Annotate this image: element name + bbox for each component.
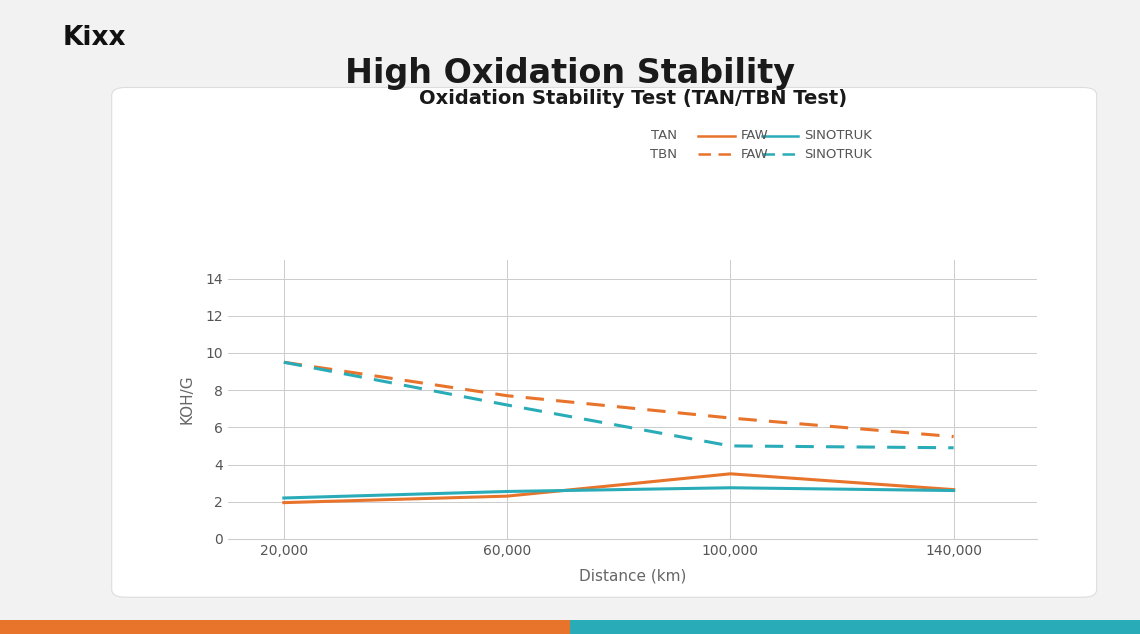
Bar <box>0 620 570 634</box>
Text: SINOTRUK: SINOTRUK <box>804 129 872 142</box>
Text: Oxidation Stability Test (TAN/TBN Test): Oxidation Stability Test (TAN/TBN Test) <box>418 89 847 108</box>
Text: TAN: TAN <box>651 129 677 142</box>
Text: High Oxidation Stability: High Oxidation Stability <box>345 57 795 90</box>
Text: FAW: FAW <box>741 129 768 142</box>
Bar <box>570 620 1140 634</box>
Text: FAW: FAW <box>741 148 768 160</box>
Text: TBN: TBN <box>650 148 677 160</box>
Text: SINOTRUK: SINOTRUK <box>804 148 872 160</box>
Text: Kixx: Kixx <box>63 25 127 51</box>
Y-axis label: KOH/G: KOH/G <box>179 375 195 424</box>
X-axis label: Distance (km): Distance (km) <box>579 569 686 584</box>
